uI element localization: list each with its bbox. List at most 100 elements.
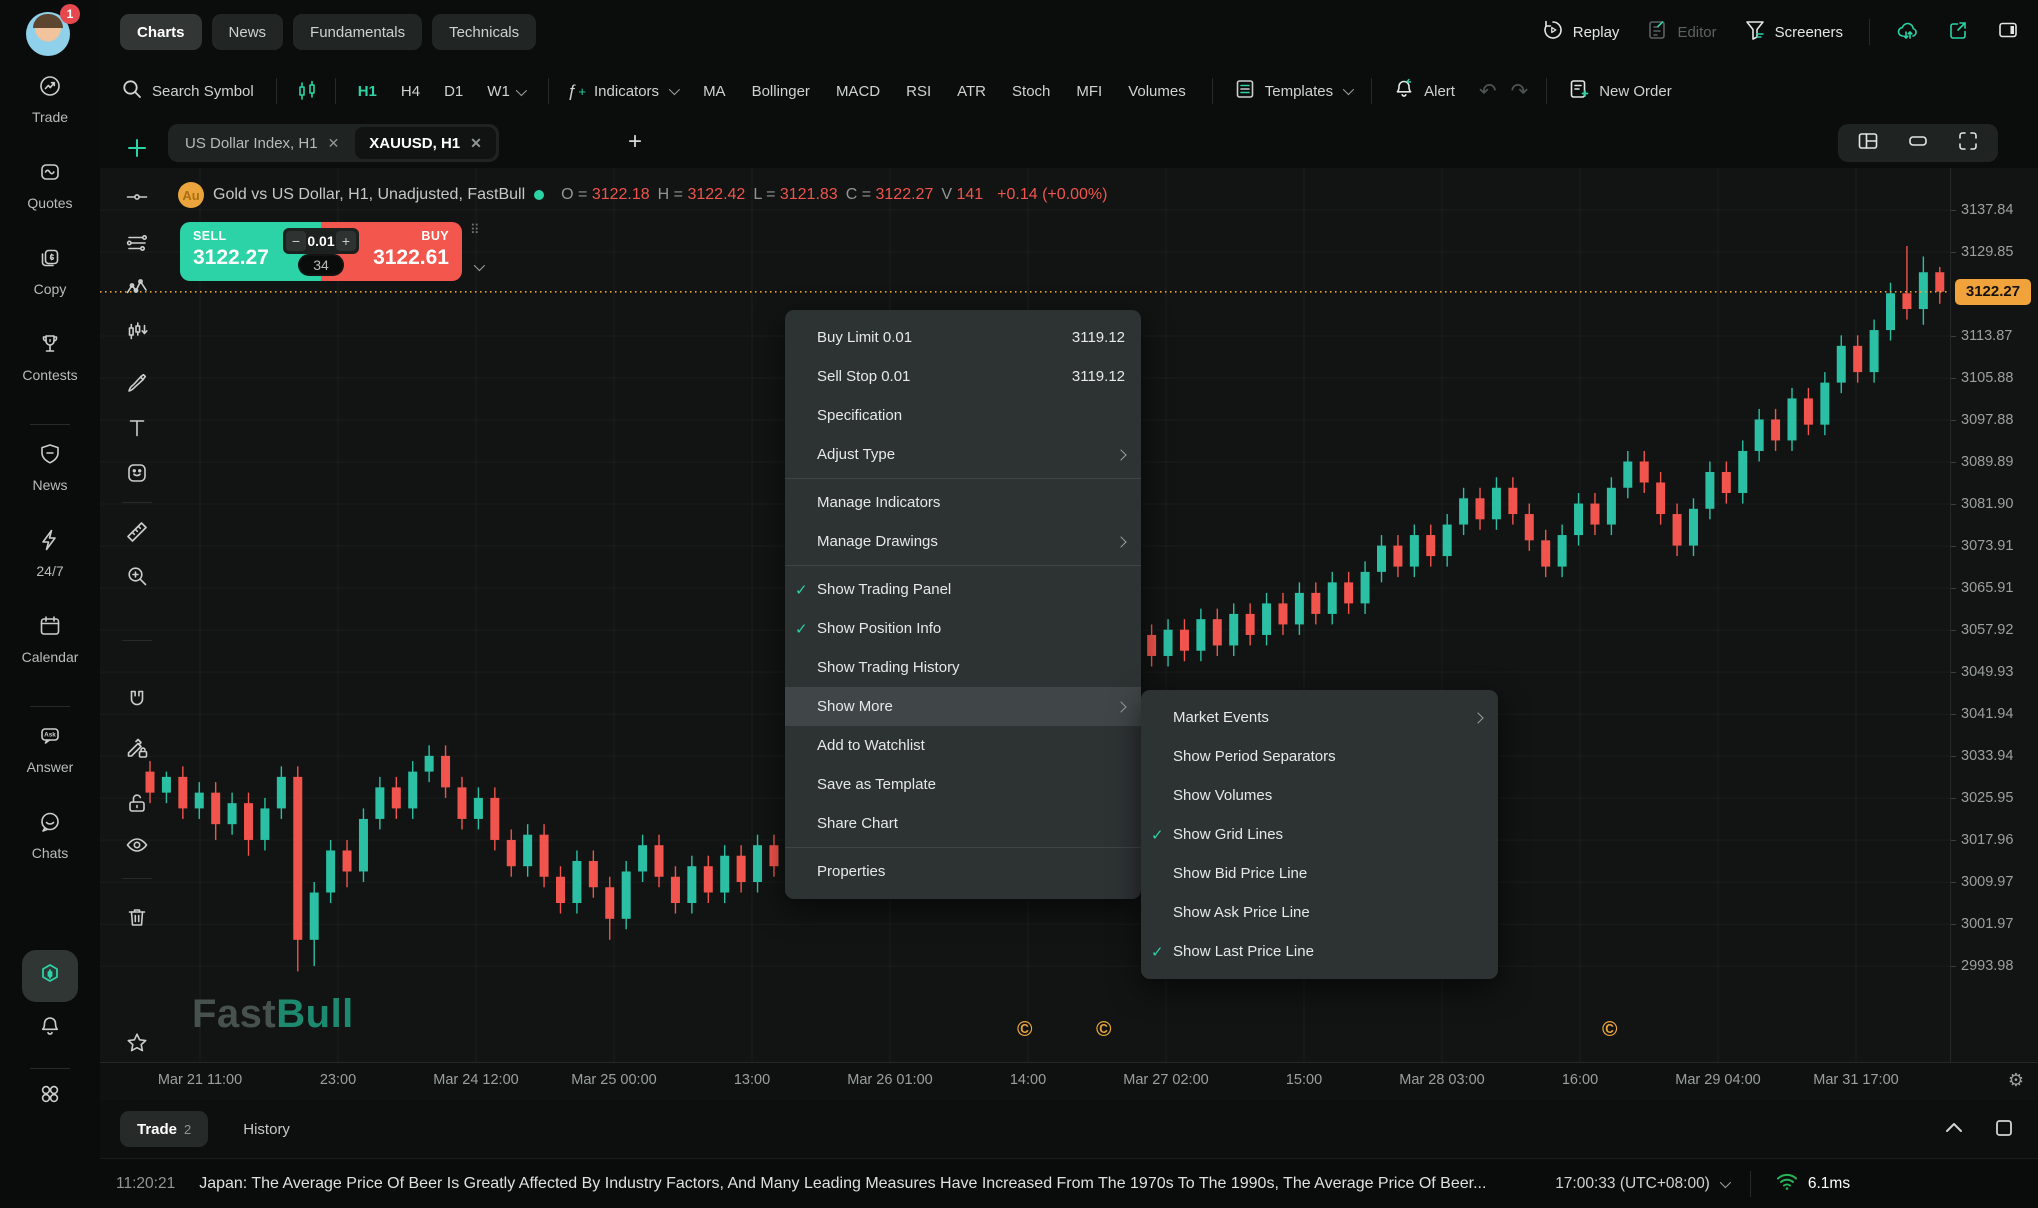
alert-button[interactable]: Alert	[1392, 77, 1455, 105]
close-tab-icon[interactable]: ✕	[327, 134, 340, 151]
crosshair-plus-tool[interactable]	[112, 136, 162, 160]
timeframe-d1[interactable]: D1	[444, 82, 464, 100]
submenu-item-show-period-separators[interactable]: Show Period Separators	[1173, 748, 1336, 765]
forecast-tool[interactable]	[112, 320, 162, 344]
measure-tool[interactable]	[112, 520, 162, 544]
widget-collapse-chevron[interactable]	[472, 258, 486, 276]
chart-tab-us-dollar-index-h1[interactable]: US Dollar Index, H1 ✕	[185, 134, 340, 152]
cloud-sync-button[interactable]	[1896, 18, 1920, 46]
quick-indicator-mfi[interactable]: MFI	[1076, 82, 1103, 100]
context-menu-item-show-trading-history[interactable]: Show Trading History	[817, 659, 960, 676]
apps-menu-button[interactable]	[0, 1082, 100, 1111]
zoom-in-tool[interactable]	[112, 564, 162, 588]
context-menu-item-properties[interactable]: Properties	[817, 863, 886, 880]
context-menu-item-add-to-watchlist[interactable]: Add to Watchlist	[817, 737, 925, 754]
replay-button[interactable]: Replay	[1541, 18, 1619, 46]
favorites-tool[interactable]	[112, 1031, 162, 1055]
submenu-item-show-last-price-line[interactable]: ✓ Show Last Price Line	[1151, 943, 1314, 961]
timeframe-h1[interactable]: H1	[357, 82, 377, 100]
sidebar-item-24-7[interactable]: 24/7	[0, 528, 100, 579]
submenu-item-market-events[interactable]: Market Events	[1141, 698, 1498, 737]
indicators-button[interactable]: ƒ + Indicators	[567, 81, 681, 101]
sidebar-item-trade[interactable]: Trade	[0, 74, 100, 125]
templates-button[interactable]: Templates	[1233, 77, 1355, 105]
visibility-tool[interactable]	[112, 833, 162, 857]
context-menu-item-share-chart[interactable]: Share Chart	[817, 815, 898, 832]
widget-drag-handle[interactable]: ⠿	[470, 222, 482, 237]
context-menu-item-specification[interactable]: Specification	[817, 407, 903, 424]
time-axis[interactable]: ⚙ Mar 21 11:00 23:00 Mar 24 12:00 Mar 25 00…	[100, 1062, 2038, 1100]
expand-panel-icon[interactable]	[1992, 1116, 2016, 1145]
timezone-settings-gear-icon[interactable]: ⚙	[2007, 1070, 2024, 1090]
unlock-tool[interactable]	[112, 791, 162, 815]
context-menu-item-sell-stop-0-01[interactable]: Sell Stop 0.01 3119.12	[817, 368, 1125, 385]
submenu-item-show-grid-lines[interactable]: ✓ Show Grid Lines	[1151, 826, 1284, 844]
symbol-title[interactable]: Gold vs US Dollar, H1, Unadjusted, FastB…	[213, 186, 526, 203]
quick-indicator-stoch[interactable]: Stoch	[1012, 82, 1051, 100]
main-tab-charts[interactable]: Charts	[120, 14, 202, 50]
server-clock[interactable]: 17:00:33 (UTC+08:00)	[1555, 1175, 1731, 1193]
timeframe-w1[interactable]: W1	[475, 83, 536, 100]
sidebar-item-platform-active[interactable]	[22, 950, 78, 1002]
parallel-lines-tool[interactable]	[112, 231, 162, 255]
redo-button[interactable]: ↷	[1510, 79, 1529, 103]
compare-candles-icon[interactable]	[295, 79, 319, 103]
chart-tab-xauusd-h1[interactable]: XAUUSD, H1 ✕	[355, 127, 496, 159]
brush-tool[interactable]	[112, 371, 162, 395]
context-menu-item-save-as-template[interactable]: Save as Template	[817, 776, 936, 793]
fullscreen-icon[interactable]	[1956, 129, 1980, 158]
sticker-tool[interactable]	[112, 461, 162, 485]
submenu-item-show-ask-price-line[interactable]: Show Ask Price Line	[1173, 904, 1310, 921]
horizontal-line-tool[interactable]	[112, 185, 162, 209]
sidebar-item-news[interactable]: News	[0, 442, 100, 493]
bottom-tab-trade[interactable]: Trade 2	[120, 1111, 209, 1147]
quick-indicator-bollinger[interactable]: Bollinger	[751, 82, 810, 100]
add-chart-tab-button[interactable]: +	[628, 128, 643, 155]
screeners-button[interactable]: Screeners	[1743, 18, 1843, 46]
qty-increase-button[interactable]: +	[336, 231, 356, 251]
quantity-value[interactable]: 0.01	[307, 233, 335, 249]
undo-button[interactable]: ↶	[1478, 79, 1497, 103]
context-menu-item-manage-indicators[interactable]: Manage Indicators	[817, 494, 941, 511]
calendar-event-marker[interactable]: ©	[1096, 1018, 1112, 1041]
drawing-lock-tool[interactable]	[112, 736, 162, 760]
sidebar-item-answer[interactable]: Ask Answer	[0, 724, 100, 775]
pattern-tool[interactable]	[112, 275, 162, 299]
panel-toggle-button[interactable]	[1996, 18, 2020, 46]
context-menu-item-buy-limit-0-01[interactable]: Buy Limit 0.01 3119.12	[817, 329, 1125, 346]
quick-indicator-macd[interactable]: MACD	[835, 82, 881, 100]
search-symbol-input[interactable]: Search Symbol	[120, 77, 254, 105]
context-menu-item-show-position-info[interactable]: ✓ Show Position Info	[795, 620, 942, 638]
context-menu-item-adjust-type[interactable]: Adjust Type	[785, 435, 1141, 474]
bottom-tab-history[interactable]: History	[243, 1120, 290, 1138]
close-tab-icon[interactable]: ✕	[470, 134, 482, 151]
text-tool[interactable]	[112, 416, 162, 440]
qty-decrease-button[interactable]: −	[286, 231, 306, 251]
calendar-event-marker[interactable]: ©	[1017, 1018, 1033, 1041]
notifications-bell-button[interactable]	[0, 1014, 100, 1043]
context-menu-item-show-more[interactable]: Show More	[785, 687, 1141, 726]
share-external-button[interactable]	[1946, 18, 1970, 46]
context-menu-item-show-trading-panel[interactable]: ✓ Show Trading Panel	[795, 581, 952, 599]
magnet-tool[interactable]	[112, 688, 162, 712]
submenu-item-show-volumes[interactable]: Show Volumes	[1173, 787, 1273, 804]
submenu-item-show-bid-price-line[interactable]: Show Bid Price Line	[1173, 865, 1308, 882]
layout-grid-icon[interactable]	[1856, 129, 1880, 158]
new-order-button[interactable]: New Order	[1567, 77, 1672, 105]
quick-indicator-volumes[interactable]: Volumes	[1128, 82, 1186, 100]
timeframe-h4[interactable]: H4	[400, 82, 421, 100]
main-tab-fundamentals[interactable]: Fundamentals	[293, 14, 423, 50]
sidebar-item-copy[interactable]: Copy	[0, 246, 100, 297]
quick-indicator-rsi[interactable]: RSI	[906, 82, 932, 100]
quick-indicator-atr[interactable]: ATR	[957, 82, 987, 100]
sidebar-item-calendar[interactable]: Calendar	[0, 614, 100, 665]
context-menu-item-manage-drawings[interactable]: Manage Drawings	[785, 522, 1141, 561]
sidebar-item-chats[interactable]: Chats	[0, 810, 100, 861]
minimize-icon[interactable]	[1906, 129, 1930, 158]
collapse-panel-chevron-icon[interactable]	[1942, 1116, 1966, 1145]
calendar-event-marker[interactable]: ©	[1602, 1018, 1618, 1041]
main-tab-technicals[interactable]: Technicals	[432, 14, 537, 50]
remove-drawings-tool[interactable]	[112, 905, 162, 929]
price-axis[interactable]: 3137.84 3129.85 3113.87 3105.88 3097.88 …	[1950, 168, 2038, 1062]
editor-button[interactable]: Editor	[1645, 18, 1717, 46]
